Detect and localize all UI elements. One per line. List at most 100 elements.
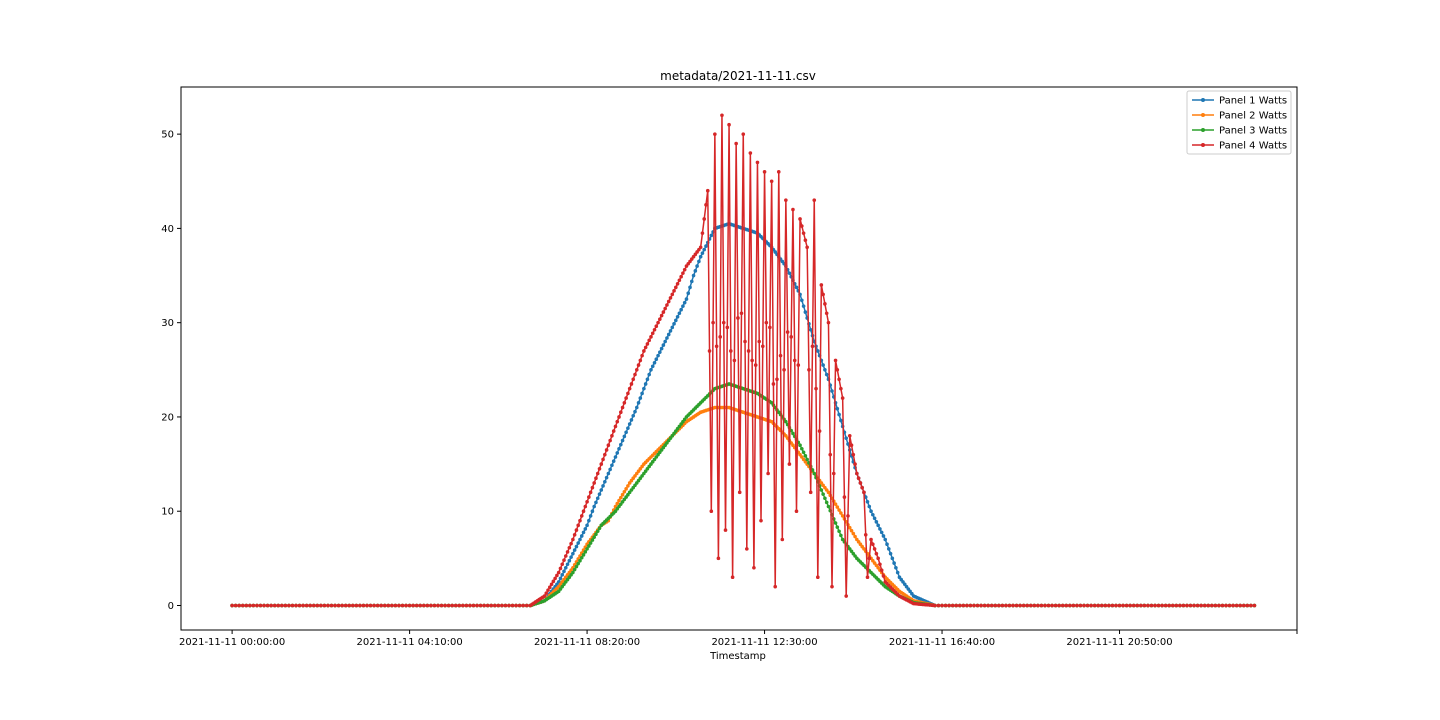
data-point (1036, 603, 1040, 608)
data-point (871, 512, 875, 517)
legend: Panel 1 Watts Panel 2 Watts Panel 3 Watts P… (1186, 90, 1292, 155)
data-point (792, 358, 797, 363)
legend-marker (1201, 98, 1205, 102)
data-point (620, 405, 625, 410)
data-point (707, 349, 712, 353)
data-point (835, 505, 840, 509)
data-point (583, 527, 588, 531)
data-point (574, 564, 579, 569)
data-point (581, 553, 586, 557)
data-point (514, 603, 518, 608)
data-point (851, 531, 856, 536)
data-point (791, 207, 795, 212)
data-point (878, 527, 882, 531)
data-point (677, 311, 682, 316)
data-point (1217, 603, 1221, 608)
data-point (485, 603, 490, 608)
data-point (798, 443, 802, 448)
data-point (638, 358, 643, 363)
data-point (665, 303, 669, 307)
data-point (855, 471, 859, 476)
data-point (1245, 603, 1250, 608)
data-point (881, 534, 886, 538)
data-point (686, 291, 691, 296)
data-point (375, 603, 380, 608)
data-point (631, 413, 636, 418)
data-point (542, 594, 547, 598)
data-point (620, 438, 625, 443)
data-point (294, 603, 298, 608)
data-point (803, 310, 808, 314)
data-point (578, 518, 582, 523)
data-point (768, 325, 772, 330)
data-point (769, 179, 774, 184)
data-point (585, 547, 589, 551)
data-point (613, 455, 618, 459)
data-point (888, 551, 893, 556)
data-point (812, 471, 817, 476)
data-point (634, 368, 639, 372)
data-point (556, 570, 561, 575)
data-point (840, 514, 845, 518)
data-point (654, 324, 659, 329)
data-point (881, 574, 886, 578)
series-4 (230, 113, 1257, 608)
data-point (230, 603, 234, 608)
data-point (358, 603, 362, 608)
data-point (629, 418, 634, 422)
data-point (308, 603, 313, 608)
data-point (382, 603, 387, 608)
data-point (661, 310, 666, 314)
data-point (287, 603, 291, 608)
x-axis-title: Timestamp (709, 651, 766, 662)
data-point (510, 603, 515, 608)
data-point (608, 467, 612, 472)
data-point (801, 304, 806, 308)
data-point (1110, 603, 1115, 608)
data-point (624, 430, 628, 435)
data-point (856, 476, 861, 481)
data-point (672, 322, 676, 326)
data-point (721, 320, 726, 325)
data-point (704, 244, 708, 248)
data-point (555, 573, 559, 578)
x-tick-label: 2021-11-11 08:20:00 (534, 637, 640, 648)
data-point (1224, 603, 1228, 608)
data-point (592, 504, 596, 509)
data-point (443, 603, 447, 608)
data-point (739, 311, 744, 316)
data-point (975, 603, 980, 608)
data-point (947, 603, 951, 608)
data-point (560, 562, 565, 567)
data-point (244, 603, 249, 608)
data-point (576, 523, 580, 528)
data-point (590, 538, 595, 542)
data-point (750, 358, 754, 363)
data-point (801, 450, 806, 455)
data-point (464, 603, 469, 608)
data-point (826, 320, 831, 325)
data-point (823, 368, 827, 372)
data-point (265, 603, 270, 608)
data-point (601, 457, 605, 462)
data-point (627, 386, 632, 391)
data-point (1213, 603, 1218, 608)
data-point (890, 556, 895, 561)
data-point (796, 363, 801, 367)
data-point (606, 443, 611, 448)
data-point (1149, 603, 1154, 608)
data-point (821, 492, 825, 496)
data-point (1146, 603, 1150, 608)
data-point (640, 391, 644, 396)
data-point (716, 556, 721, 561)
data-point (311, 603, 316, 608)
data-point (611, 429, 616, 433)
y-tick-label: 20 (161, 412, 174, 423)
data-point (851, 452, 856, 457)
data-point (351, 603, 355, 608)
y-axis: 0 10 20 30 40 50 (161, 130, 181, 612)
data-point (943, 603, 948, 608)
data-point (674, 318, 678, 323)
data-point (617, 498, 621, 503)
data-point (658, 350, 662, 354)
